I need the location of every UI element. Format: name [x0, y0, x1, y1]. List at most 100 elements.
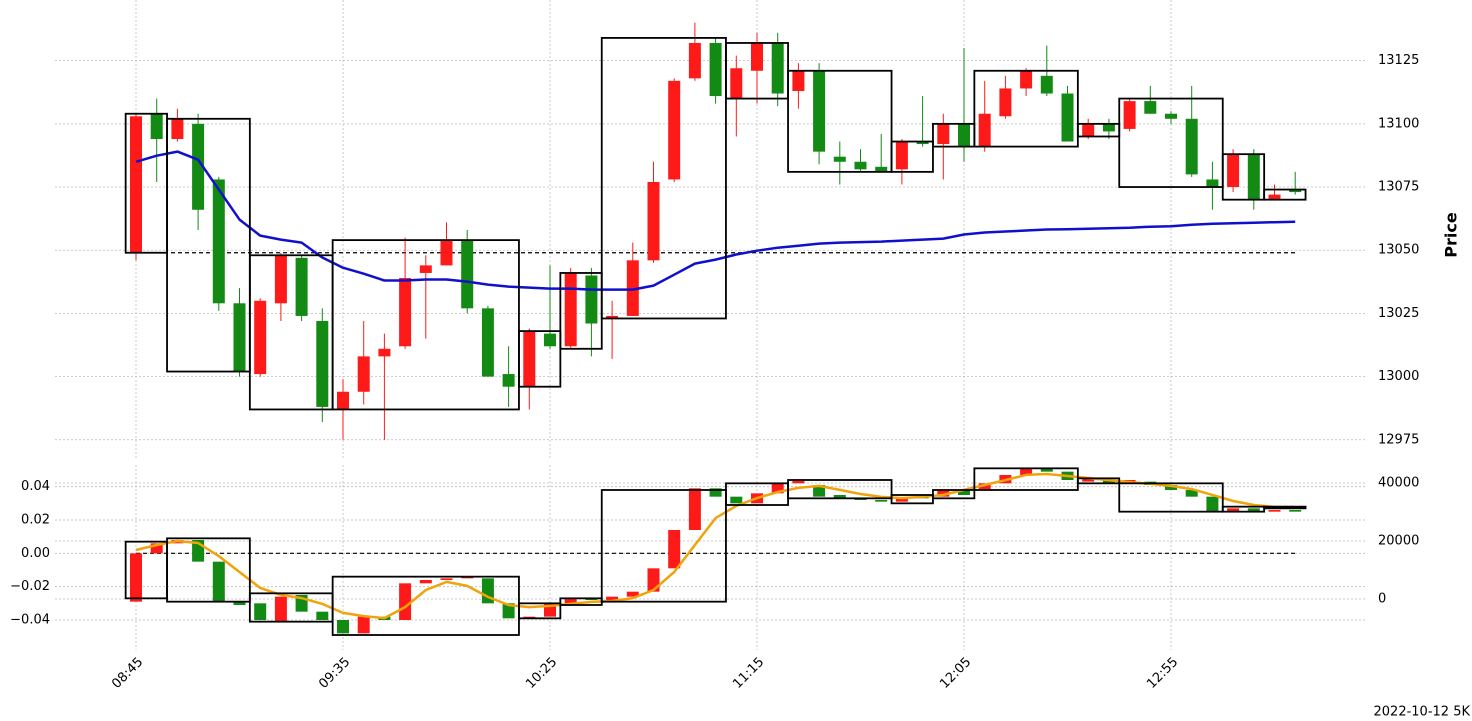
candle-body — [978, 113, 991, 147]
candle-body — [1247, 154, 1260, 200]
candle-body — [833, 156, 846, 162]
candle-body — [854, 161, 867, 170]
candle-body — [1102, 480, 1115, 484]
candle-body — [937, 490, 950, 497]
candle-body — [1020, 468, 1033, 475]
candle-body — [212, 179, 225, 304]
box — [600, 489, 727, 603]
candle-body — [937, 123, 950, 145]
candle-body — [233, 601, 246, 605]
y-axis-label: Price — [1442, 212, 1461, 258]
candle-body — [626, 591, 639, 597]
candle-body — [895, 498, 908, 502]
candle-body — [647, 181, 660, 261]
box — [1221, 153, 1266, 201]
candle-body — [1206, 179, 1219, 188]
candle-body — [958, 490, 970, 495]
candle-body — [1206, 496, 1219, 512]
candle-body — [771, 42, 784, 94]
candle-body — [688, 488, 701, 530]
x-tick-label: 12:05 — [937, 655, 974, 692]
box — [331, 239, 520, 411]
candle-body — [1165, 485, 1177, 490]
candle-body — [668, 530, 681, 569]
candle-body — [585, 275, 598, 324]
y-tick-label: 12975 — [1378, 432, 1419, 447]
candle-body — [958, 123, 970, 147]
candle-body — [274, 596, 287, 622]
candle-body — [1289, 510, 1302, 512]
candle-body — [668, 80, 681, 180]
candle-body — [813, 70, 826, 152]
y-tick-label: 0.04 — [21, 479, 50, 494]
y-tick-label: 13100 — [1378, 116, 1419, 131]
candle-body — [502, 603, 515, 619]
candle-body — [1061, 93, 1074, 142]
candle-body — [606, 315, 619, 319]
box — [166, 117, 251, 373]
candle-body — [1040, 75, 1053, 94]
candle-body — [1185, 118, 1198, 175]
y-tick-label: −0.02 — [10, 579, 50, 594]
candle-body — [751, 42, 763, 71]
candle-body — [130, 116, 142, 253]
candle-body — [709, 42, 722, 97]
candle-body — [606, 596, 619, 600]
candle-body — [564, 598, 577, 604]
candle-body — [792, 480, 805, 484]
y2-tick-label: 0 — [1378, 591, 1386, 606]
candle-body — [709, 488, 722, 497]
box — [932, 489, 976, 500]
candle-body — [875, 500, 888, 502]
candle-body — [916, 141, 929, 145]
candle-body — [1144, 101, 1157, 114]
box — [890, 140, 934, 173]
candle-body — [357, 356, 370, 392]
box — [166, 537, 251, 603]
box — [1076, 477, 1121, 485]
x-tick-label: 08:45 — [109, 655, 146, 692]
y-tick-label: 13075 — [1378, 180, 1419, 195]
candle-body — [1020, 70, 1033, 89]
candle-body — [502, 374, 515, 387]
candle-body — [440, 240, 453, 266]
candle-body — [1227, 508, 1240, 512]
box — [600, 37, 727, 320]
candle-body — [1268, 510, 1281, 512]
candle-body — [316, 611, 329, 620]
candle-body — [295, 257, 308, 316]
box — [518, 602, 562, 620]
candle-body — [523, 331, 536, 387]
candle-body — [150, 113, 163, 140]
box — [787, 69, 893, 173]
y-tick-label: 13025 — [1378, 306, 1419, 321]
candle-body — [1082, 478, 1095, 482]
candle-body — [792, 70, 805, 91]
candle-body — [378, 348, 391, 357]
candle-body — [813, 485, 826, 497]
box — [1118, 482, 1224, 513]
candle-body — [833, 495, 846, 499]
candle-body — [337, 391, 349, 410]
candle-body — [274, 255, 287, 304]
box — [1118, 97, 1224, 188]
candle-body — [1268, 194, 1281, 200]
candle-body — [440, 578, 453, 580]
y-tick-label: 0.00 — [21, 546, 50, 561]
candle-body — [461, 240, 474, 309]
candle-body — [1227, 154, 1240, 188]
candle-body — [1123, 101, 1136, 129]
candle-body — [357, 616, 370, 634]
candle-body — [212, 561, 225, 602]
line-series — [135, 472, 1296, 620]
box — [1263, 188, 1307, 201]
candle-body — [999, 88, 1012, 117]
x-tick-label: 11:15 — [730, 655, 767, 692]
candle-body — [1289, 189, 1302, 193]
candle-body — [647, 568, 660, 592]
x-tick-label: 10:25 — [523, 655, 560, 692]
y-tick-label: 13125 — [1378, 53, 1419, 68]
candle-body — [254, 603, 267, 620]
